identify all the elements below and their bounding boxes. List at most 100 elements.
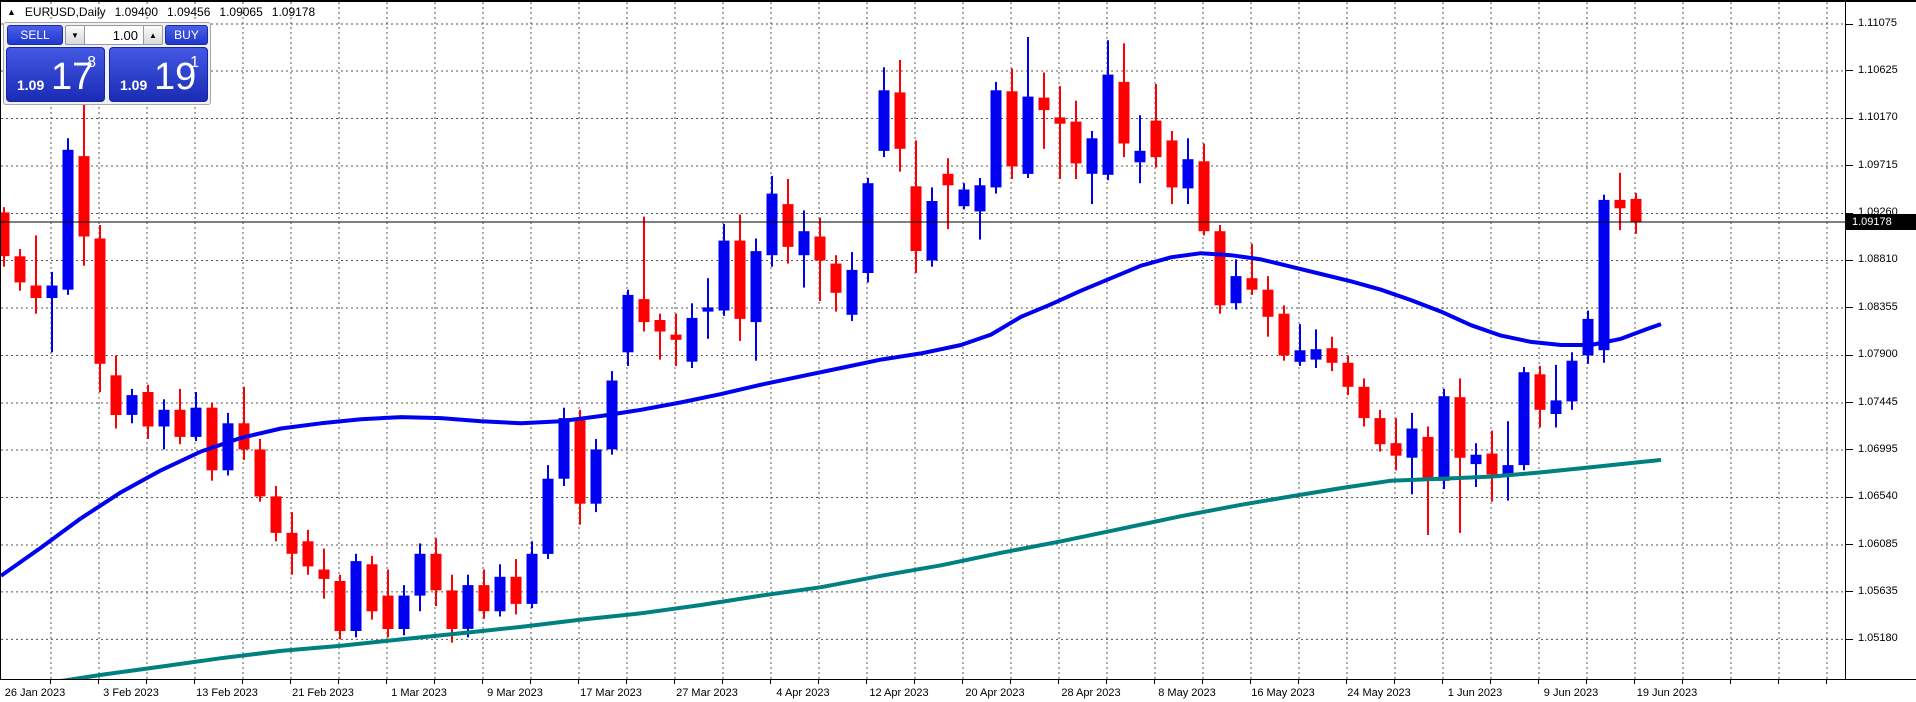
time-axis-tick: [866, 680, 867, 684]
candle: [894, 60, 906, 172]
candle: [798, 210, 810, 288]
trade-controls-row: SELL ▼ ▲ BUY: [4, 23, 210, 47]
symbol-period-label: EURUSD,Daily: [24, 5, 106, 19]
candle: [350, 553, 362, 638]
price-axis-label: 1.07445: [1858, 396, 1898, 408]
price-axis-tick: [1846, 260, 1853, 261]
candle: [830, 255, 842, 312]
candle: [1134, 115, 1146, 184]
volume-increase-button[interactable]: ▲: [143, 25, 163, 45]
candle: [302, 529, 314, 575]
candle: [78, 101, 90, 266]
chart-ohlc-header: ▲ EURUSD,Daily 1.09400 1.09456 1.09065 1…: [7, 5, 315, 19]
candle: [398, 585, 410, 636]
candle: [1518, 367, 1530, 471]
candle: [286, 512, 298, 575]
candle: [1262, 276, 1274, 337]
time-axis-label: 9 Mar 2023: [487, 687, 543, 699]
price-axis-tick: [1846, 497, 1853, 498]
candle: [1214, 225, 1226, 314]
time-axis-tick: [1538, 680, 1539, 684]
time-axis-tick: [1202, 680, 1203, 684]
candle: [814, 217, 826, 302]
candle: [1374, 409, 1386, 452]
sell-price-pips: 17: [51, 56, 94, 98]
time-axis-label: 26 Jan 2023: [4, 687, 66, 699]
candle: [46, 271, 58, 353]
time-axis-tick: [626, 680, 627, 684]
candle: [414, 543, 426, 612]
candle: [1246, 243, 1258, 295]
candle: [366, 555, 378, 620]
candle: [542, 465, 554, 559]
candle: [1102, 40, 1114, 181]
bar-open-value: 1.09400: [114, 5, 158, 19]
candle: [1550, 364, 1562, 428]
price-axis-tick: [1846, 24, 1853, 25]
sell-button[interactable]: SELL: [7, 25, 63, 45]
candle: [1230, 259, 1242, 310]
candle: [1118, 43, 1130, 158]
sell-price-tile[interactable]: 1.09 17 8: [6, 47, 105, 102]
price-axis-label: 1.06995: [1858, 443, 1898, 455]
candle: [638, 216, 650, 332]
volume-decrease-button[interactable]: ▼: [65, 25, 85, 45]
candle: [190, 392, 202, 442]
price-axis[interactable]: 1.11075 1.10625 1.10170 1.09715 1.09260 1.088…: [1845, 2, 1916, 679]
time-axis[interactable]: 26 Jan 2023 3 Feb 2023 13 Feb 2023 21 Feb 2…: [0, 679, 1916, 702]
candle: [766, 175, 778, 267]
candle: [1582, 310, 1594, 364]
candle: [1390, 418, 1402, 471]
candle: [1342, 355, 1354, 396]
time-axis-label: 4 Apr 2023: [776, 687, 830, 699]
chart-plot-area[interactable]: [0, 2, 1846, 686]
one-click-trading-panel: SELL ▼ ▲ BUY 1.09 17 8 1.09 19 1: [3, 22, 211, 105]
price-axis-tick: [1846, 639, 1853, 640]
candle: [1454, 378, 1466, 533]
time-axis-label: 21 Feb 2023: [292, 687, 354, 699]
candle: [1630, 193, 1642, 234]
candle: [1486, 430, 1498, 502]
candle: [142, 384, 154, 439]
bar-high-value: 1.09456: [167, 5, 211, 19]
time-axis-tick: [1586, 680, 1587, 684]
candle: [158, 399, 170, 450]
time-axis-tick: [818, 680, 819, 684]
candle: [702, 278, 714, 339]
candle: [1038, 72, 1050, 149]
buy-price-tile[interactable]: 1.09 19 1: [109, 47, 208, 102]
time-axis-tick: [98, 680, 99, 684]
candle: [238, 386, 250, 460]
candle: [942, 158, 954, 230]
price-axis-tick: [1846, 70, 1853, 71]
time-axis-tick: [1682, 680, 1683, 684]
time-axis-tick: [962, 680, 963, 684]
time-axis-label: 9 Jun 2023: [1543, 687, 1599, 699]
time-axis-tick: [1298, 680, 1299, 684]
candle: [750, 238, 762, 361]
time-axis-tick: [1010, 680, 1011, 684]
time-axis-tick: [1394, 680, 1395, 684]
time-axis-label: 1 Jun 2023: [1447, 687, 1503, 699]
price-axis-tick: [1846, 165, 1853, 166]
time-axis-label: 20 Apr 2023: [965, 687, 1025, 699]
candle: [334, 574, 346, 640]
collapse-panel-icon[interactable]: ▲: [7, 7, 16, 17]
candle: [462, 574, 474, 638]
price-axis-tick: [1846, 402, 1853, 403]
ma-fast-line: [0, 251, 1662, 578]
candle: [926, 187, 938, 267]
buy-button[interactable]: BUY: [165, 25, 208, 45]
time-axis-tick: [338, 680, 339, 684]
price-axis-label: 1.10170: [1858, 111, 1898, 123]
volume-input[interactable]: [85, 25, 143, 45]
candle: [526, 541, 538, 609]
price-axis-label: 1.05180: [1858, 632, 1898, 644]
candle: [590, 439, 602, 513]
candle: [574, 409, 586, 525]
candle: [686, 303, 698, 368]
price-axis-label: 1.08355: [1858, 301, 1898, 313]
time-axis-tick: [1730, 680, 1731, 684]
candle: [734, 214, 746, 341]
